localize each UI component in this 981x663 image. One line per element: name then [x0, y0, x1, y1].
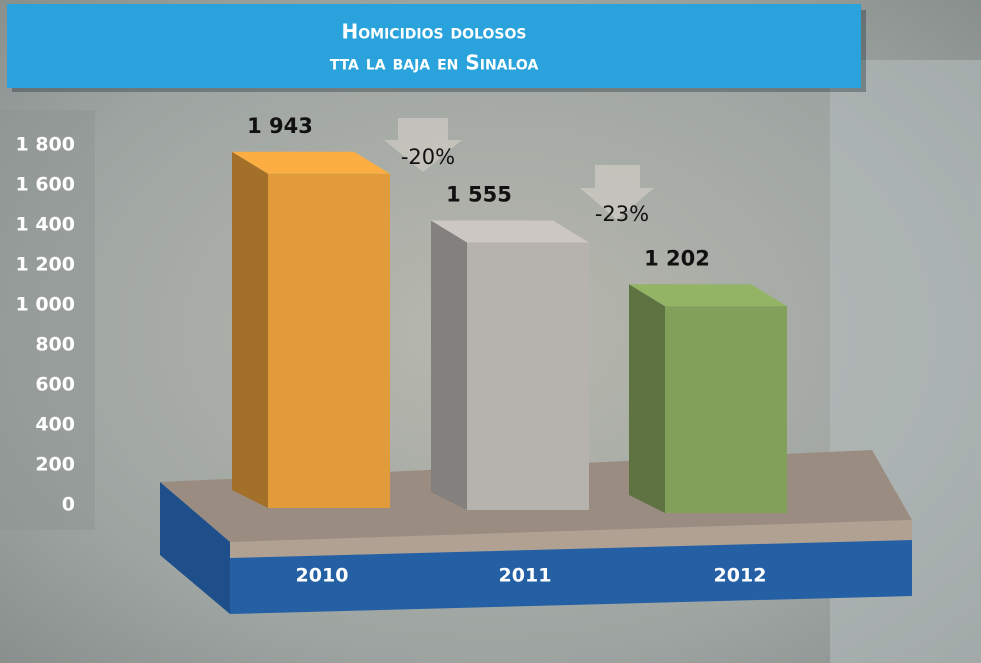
- y-tick-label: 0: [62, 494, 75, 516]
- chart-subtitle: tta la baja en Sinaloa: [330, 51, 539, 75]
- page: Homicidios dolosos tta la baja en Sinalo…: [0, 0, 981, 663]
- bar: [268, 174, 390, 508]
- y-tick-label: 400: [35, 414, 75, 436]
- y-tick-label: 1 200: [16, 254, 76, 276]
- y-tick-label: 1 800: [16, 134, 76, 156]
- y-tick-label: 1 000: [16, 294, 76, 316]
- bar: [467, 243, 589, 510]
- value-label: 1 202: [644, 246, 710, 270]
- value-label: 1 555: [446, 183, 512, 207]
- x-tick-label: 2010: [296, 565, 349, 587]
- y-tick-label: 200: [35, 454, 75, 476]
- y-tick-label: 800: [35, 334, 75, 356]
- bar-side: [629, 284, 665, 513]
- annotation: -23%: [595, 202, 649, 226]
- annotation: -20%: [401, 145, 455, 169]
- bar: [665, 306, 787, 513]
- value-label: 1 943: [247, 114, 313, 138]
- y-tick-label: 1 400: [16, 214, 76, 236]
- y-tick-label: 600: [35, 374, 75, 396]
- title-banner: [7, 4, 861, 88]
- y-tick-label: 1 600: [16, 174, 76, 196]
- bar-side: [232, 152, 268, 508]
- x-tick-label: 2012: [714, 565, 767, 587]
- chart: Homicidios dolosos tta la baja en Sinalo…: [0, 0, 981, 663]
- chart-title: Homicidios dolosos: [342, 20, 527, 44]
- bar-side: [431, 221, 467, 510]
- x-tick-label: 2011: [499, 565, 552, 587]
